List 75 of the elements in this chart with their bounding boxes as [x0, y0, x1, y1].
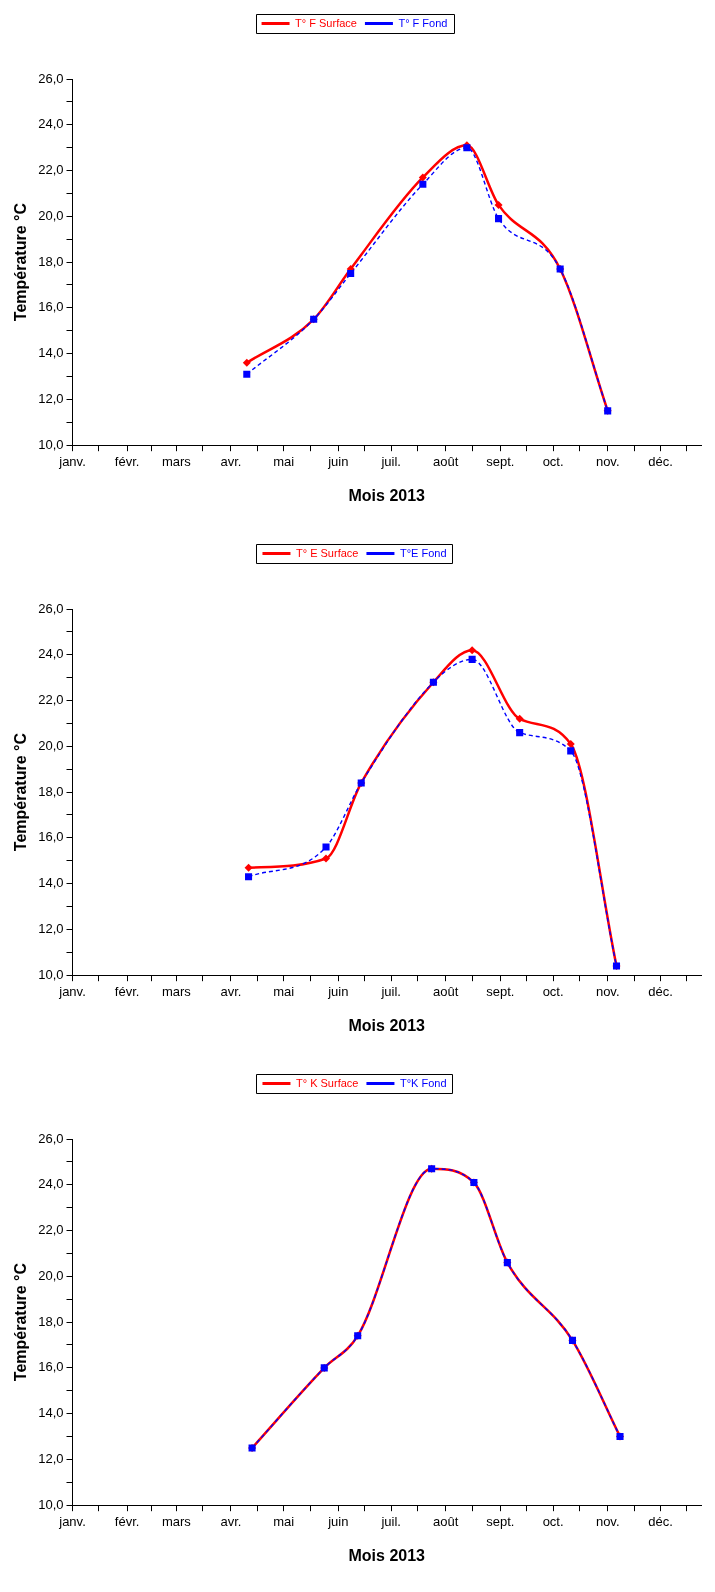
- y-tick-label: 24,0: [38, 116, 64, 132]
- y-axis-title: Température °C: [12, 202, 30, 322]
- x-tick-label: oct.: [542, 983, 564, 999]
- x-tick-label: janv.: [58, 983, 86, 999]
- y-axis-title: Température °C: [12, 1262, 30, 1382]
- y-tick-label: 12,0: [38, 391, 64, 406]
- x-axis-title: Mois 2013: [348, 1546, 426, 1564]
- x-tick-label: août: [433, 453, 459, 469]
- x-tick-label: févr.: [114, 983, 140, 999]
- x-tick-label: juin: [327, 453, 349, 469]
- legend-label: T° F Fond: [398, 16, 448, 29]
- y-tick-label: 18,0: [38, 1313, 64, 1329]
- y-tick-label: 24,0: [38, 1176, 64, 1192]
- x-tick-label: juin: [327, 983, 349, 999]
- x-tick-label: mai: [273, 1513, 295, 1529]
- x-tick-label: déc.: [648, 983, 673, 999]
- x-tick-label: déc.: [648, 1513, 673, 1529]
- y-tick-label: 16,0: [38, 1359, 64, 1375]
- legend-label: T°E Fond: [399, 546, 447, 559]
- y-tick-label: 24,0: [38, 646, 64, 662]
- x-tick-label: févr.: [114, 453, 140, 469]
- y-tick-label: 22,0: [38, 162, 64, 178]
- x-tick-label: avr.: [220, 453, 242, 469]
- y-tick-label: 18,0: [38, 253, 64, 269]
- x-tick-label: mars: [161, 983, 192, 999]
- y-tick-label: 20,0: [38, 737, 64, 753]
- x-tick-label: avr.: [220, 983, 242, 999]
- x-tick-label: sept.: [486, 983, 515, 999]
- y-tick-label: 26,0: [38, 600, 64, 616]
- x-tick-label: août: [433, 983, 459, 999]
- x-tick-label: févr.: [114, 1513, 140, 1529]
- x-tick-label: juin: [327, 1513, 349, 1529]
- y-tick-label: 22,0: [38, 692, 64, 708]
- x-tick-label: sept.: [486, 453, 515, 469]
- y-tick-label: 16,0: [38, 299, 64, 315]
- x-tick-label: janv.: [58, 1513, 86, 1529]
- x-tick-label: août: [433, 1513, 459, 1529]
- x-tick-label: juil.: [380, 453, 401, 469]
- y-tick-label: 14,0: [38, 345, 64, 361]
- x-tick-label: oct.: [542, 1513, 564, 1529]
- x-tick-label: juil.: [380, 1513, 401, 1529]
- x-tick-label: mars: [161, 453, 192, 469]
- x-tick-label: mars: [161, 1513, 192, 1529]
- y-tick-label: 12,0: [38, 921, 64, 936]
- legend-label: T° E Surface: [295, 546, 359, 559]
- y-tick-label: 20,0: [38, 1267, 64, 1283]
- y-tick-label: 22,0: [38, 1222, 64, 1238]
- y-tick-label: 14,0: [38, 1405, 64, 1421]
- y-tick-label: 12,0: [38, 1451, 64, 1466]
- x-tick-label: mai: [273, 453, 295, 469]
- y-tick-label: 10,0: [38, 1496, 64, 1512]
- x-tick-label: sept.: [486, 1513, 515, 1529]
- y-tick-label: 16,0: [38, 829, 64, 845]
- y-tick-label: 10,0: [38, 436, 64, 452]
- x-tick-label: déc.: [648, 453, 673, 469]
- y-tick-label: 10,0: [38, 966, 64, 982]
- y-tick-label: 26,0: [38, 70, 64, 86]
- x-tick-label: juil.: [380, 983, 401, 999]
- x-axis-title: Mois 2013: [348, 486, 426, 504]
- x-tick-label: oct.: [542, 453, 564, 469]
- legend-label: T°K Fond: [399, 1076, 447, 1089]
- y-tick-label: 20,0: [38, 207, 64, 223]
- x-tick-label: nov.: [595, 983, 620, 999]
- x-tick-label: janv.: [58, 453, 86, 469]
- y-axis-title: Température °C: [12, 732, 30, 852]
- x-tick-label: nov.: [595, 453, 620, 469]
- x-tick-label: mai: [273, 983, 295, 999]
- x-axis-title: Mois 2013: [348, 1016, 426, 1034]
- x-tick-label: avr.: [220, 1513, 242, 1529]
- x-tick-label: nov.: [595, 1513, 620, 1529]
- legend-label: T° F Surface: [295, 16, 357, 29]
- y-tick-label: 26,0: [38, 1130, 64, 1146]
- y-tick-label: 18,0: [38, 783, 64, 799]
- legend-label: T° K Surface: [295, 1076, 359, 1089]
- y-tick-label: 14,0: [38, 875, 64, 891]
